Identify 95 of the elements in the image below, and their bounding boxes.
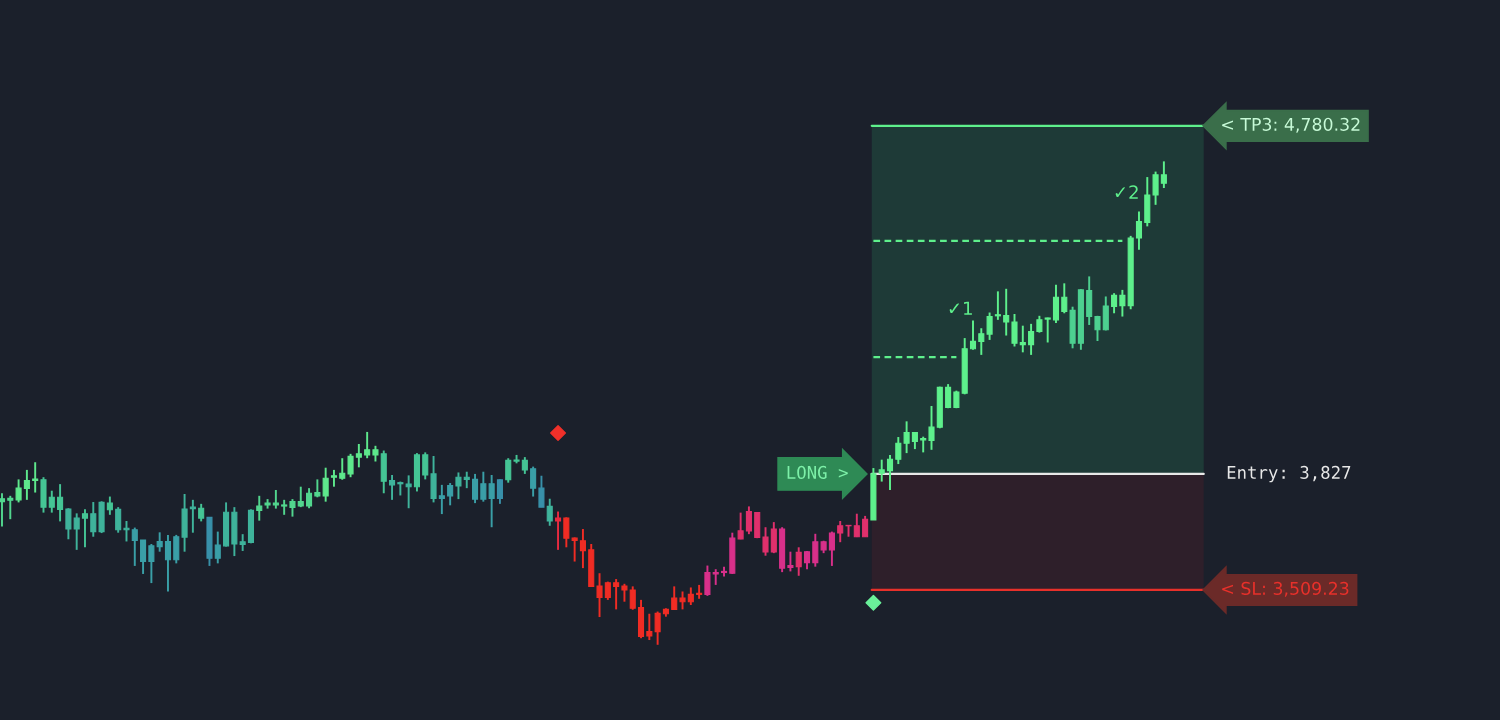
candlestick	[828, 530, 835, 567]
candlestick	[596, 572, 603, 619]
candlestick	[886, 453, 894, 491]
candlestick	[878, 458, 885, 483]
candlestick	[1052, 283, 1060, 325]
candlestick	[737, 511, 744, 541]
candlestick	[480, 470, 487, 503]
candlestick	[173, 533, 180, 565]
candlestick	[554, 510, 562, 551]
candlestick	[1135, 210, 1143, 251]
candlestick	[563, 516, 570, 549]
candlestick	[945, 383, 952, 410]
candlestick	[530, 465, 537, 498]
candlestick	[447, 482, 454, 507]
candlestick	[57, 483, 64, 523]
candlestick	[986, 311, 993, 341]
candlestick	[189, 498, 196, 534]
candlestick	[812, 532, 819, 568]
candlestick	[1019, 324, 1026, 354]
candlestick	[347, 452, 354, 479]
candlestick	[496, 478, 503, 505]
candlestick	[762, 526, 769, 557]
candlestick	[106, 495, 113, 516]
candlestick	[1094, 314, 1101, 342]
candlestick	[15, 478, 22, 504]
candlestick	[488, 474, 495, 529]
candlestick	[646, 612, 653, 642]
candlestick	[1044, 316, 1051, 344]
annotation: ✓2	[1115, 185, 1138, 199]
candlestick	[65, 507, 72, 541]
candlestick	[1011, 313, 1018, 348]
candlestick	[0, 492, 6, 528]
ref-line-label: < SL: 3,509.23	[1222, 581, 1349, 597]
ref-line-label: Entry: 3,827	[1227, 465, 1351, 483]
candlestick	[629, 585, 636, 611]
candlestick	[969, 319, 977, 351]
candlestick	[903, 420, 910, 455]
candlestick	[1160, 160, 1167, 189]
candlestick	[355, 443, 362, 469]
candlestick	[1028, 322, 1035, 356]
candlestick	[214, 530, 221, 565]
candlestick	[1102, 295, 1109, 332]
candlestick	[364, 430, 371, 460]
candlestick	[272, 489, 279, 510]
candlestick	[256, 494, 263, 522]
ref-line-label: < TP3: 4,780.32	[1222, 117, 1360, 133]
candlestick	[1061, 282, 1068, 315]
candlestick	[306, 487, 313, 510]
annotation: ✓1	[949, 301, 972, 315]
candlestick	[164, 533, 172, 593]
candlestick	[928, 405, 935, 451]
candlestick	[1119, 288, 1126, 318]
candlestick	[81, 508, 89, 549]
candlestick	[505, 457, 512, 484]
candlestick	[895, 436, 902, 466]
candlestick	[131, 526, 138, 567]
annotation: LONG >	[787, 465, 848, 479]
candlestick	[538, 474, 545, 509]
candlestick	[422, 451, 429, 481]
candlestick	[23, 468, 30, 501]
candlestick	[438, 483, 445, 516]
candlestick	[795, 546, 802, 577]
candlestick	[994, 290, 1001, 321]
candlestick	[90, 501, 97, 538]
candlestick	[455, 471, 462, 501]
candlestick	[862, 514, 869, 538]
candlestick	[704, 564, 711, 597]
candlestick	[787, 550, 794, 573]
candlestick	[389, 474, 396, 501]
candlestick	[654, 610, 661, 646]
candlestick	[571, 536, 578, 563]
candlestick	[837, 520, 844, 544]
candlestick	[123, 520, 130, 543]
candlestick	[978, 327, 985, 356]
candlestick	[156, 531, 163, 553]
candlestick	[322, 466, 329, 503]
candlestick	[48, 489, 55, 514]
candlestick	[1003, 287, 1010, 337]
candlestick	[671, 585, 678, 611]
candlestick	[546, 497, 553, 527]
candlestick	[579, 528, 586, 570]
candlestick	[73, 512, 80, 551]
candlestick	[7, 494, 14, 521]
candlestick	[1111, 292, 1118, 315]
candlestick	[32, 461, 39, 494]
candlestick	[148, 543, 155, 585]
candlestick	[339, 457, 346, 481]
candlestick	[613, 578, 620, 611]
candlestick	[472, 472, 479, 505]
candlestick	[140, 539, 147, 575]
candlestick	[1152, 170, 1159, 206]
candlestick	[770, 521, 777, 555]
candlestick	[745, 505, 752, 536]
candlestick	[115, 506, 122, 534]
candlestick	[405, 474, 412, 510]
